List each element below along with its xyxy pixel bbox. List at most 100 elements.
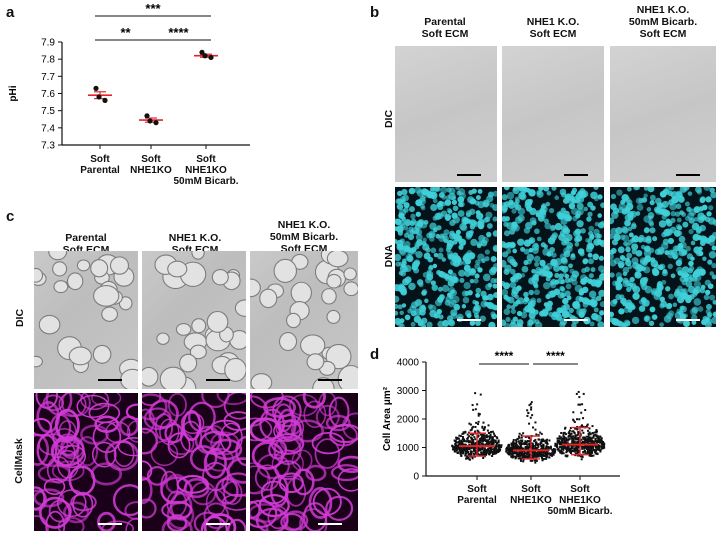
data-point [560, 443, 563, 446]
data-point [557, 439, 560, 442]
data-point [518, 442, 521, 445]
data-point [528, 440, 531, 443]
data-point [557, 449, 560, 452]
data-point [555, 444, 558, 447]
data-point [478, 439, 481, 442]
data-point [541, 451, 544, 454]
data-point [528, 453, 531, 456]
data-point [600, 437, 603, 440]
data-point [514, 451, 517, 454]
micrograph-texture [395, 187, 497, 327]
data-point [589, 454, 592, 457]
data-point [533, 455, 536, 458]
data-point [473, 443, 476, 446]
data-point [510, 450, 513, 453]
data-point [578, 439, 581, 442]
panel-letter-d: d [370, 346, 380, 363]
data-point [514, 455, 517, 458]
data-point [521, 456, 524, 459]
data-point [542, 451, 545, 454]
data-point [487, 447, 490, 450]
data-point [472, 441, 475, 444]
data-point [552, 451, 555, 454]
data-point [512, 443, 515, 446]
data-point [556, 437, 559, 440]
data-point [545, 455, 548, 458]
data-point [497, 444, 500, 447]
data-point [562, 434, 565, 437]
data-point [591, 445, 594, 448]
data-point [596, 439, 599, 442]
data-point [586, 423, 589, 426]
data-point [530, 406, 533, 409]
data-point [586, 452, 589, 455]
data-point [574, 434, 577, 437]
data-point [471, 456, 474, 459]
data-point [567, 446, 570, 449]
scale-bar [206, 379, 230, 381]
data-point [465, 440, 468, 443]
data-point [571, 441, 574, 444]
data-point [468, 448, 471, 451]
data-point [469, 440, 472, 443]
data-point [595, 445, 598, 448]
data-point [461, 447, 464, 450]
data-point [480, 451, 483, 454]
data-point [497, 439, 500, 442]
data-point [553, 449, 556, 452]
data-point [591, 425, 594, 428]
data-point [581, 442, 584, 445]
data-point [542, 445, 545, 448]
data-point [526, 455, 529, 458]
data-point [558, 439, 561, 442]
data-point [528, 422, 531, 425]
data-point [596, 441, 599, 444]
c-row-label-cellmask: CellMask [13, 438, 25, 484]
data-point [570, 432, 573, 435]
data-point [576, 428, 579, 431]
data-point [530, 447, 533, 450]
data-point [480, 447, 483, 450]
data-point [577, 431, 580, 434]
data-point [495, 444, 498, 447]
data-point [470, 447, 473, 450]
data-point [525, 453, 528, 456]
data-point [483, 427, 486, 430]
data-point [459, 442, 462, 445]
data-point [537, 443, 540, 446]
data-point [587, 437, 590, 440]
data-point [571, 430, 574, 433]
data-point [469, 429, 472, 432]
data-point [603, 446, 606, 449]
data-point [584, 437, 587, 440]
data-point [574, 452, 577, 455]
data-point [543, 440, 546, 443]
data-point [531, 414, 534, 417]
data-point [528, 450, 531, 453]
data-point [567, 447, 570, 450]
data-point [475, 421, 478, 424]
data-point [532, 446, 535, 449]
data-point [462, 446, 465, 449]
data-point [548, 456, 551, 459]
data-point [587, 433, 590, 436]
data-point [516, 454, 519, 457]
data-point [490, 451, 493, 454]
data-point [477, 423, 480, 426]
data-point [540, 455, 543, 458]
data-point [529, 416, 532, 419]
data-point [463, 449, 466, 452]
data-point [573, 444, 576, 447]
data-point [522, 458, 525, 461]
data-point [520, 459, 523, 462]
b-col-title-3: NHE1 K.O. 50mM Bicarb. Soft ECM [628, 4, 698, 40]
data-point [482, 439, 485, 442]
c-col-title-3: NHE1 K.O. 50mM Bicarb. Soft ECM [269, 219, 339, 255]
data-point [482, 453, 485, 456]
data-point [519, 458, 522, 461]
data-point [459, 449, 462, 452]
data-point [525, 441, 528, 444]
data-point [481, 446, 484, 449]
data-point [568, 430, 571, 433]
data-point [545, 445, 548, 448]
